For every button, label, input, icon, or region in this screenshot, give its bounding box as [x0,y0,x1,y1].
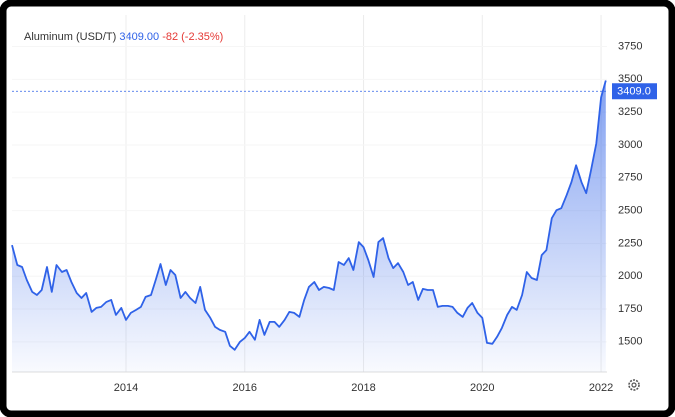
settings-icon[interactable] [628,379,640,391]
y-tick-label: 3250 [618,106,642,118]
header: Aluminum (USD/T) 3409.00 -82 (-2.35%) [24,31,223,43]
price: 3409.00 [119,31,159,43]
y-tick-label: 3750 [618,40,642,52]
y-tick-label: 2000 [618,270,642,282]
x-tick-label: 2018 [351,382,375,394]
chart-title: Aluminum (USD/T) [24,31,116,43]
y-tick-label: 3000 [618,139,642,151]
x-tick-label: 2014 [114,382,138,394]
x-tick-label: 2016 [233,382,257,394]
y-tick-label: 2500 [618,204,642,216]
y-tick-label: 3500 [618,73,642,85]
x-tick-label: 2020 [470,382,494,394]
change: -82 (-2.35%) [162,31,223,43]
x-tick-label: 2022 [589,382,613,394]
price-label-box [612,83,657,100]
y-tick-label: 2250 [618,237,642,249]
area [12,80,606,372]
y-tick-label: 1500 [618,336,642,348]
y-tick-label: 1750 [618,303,642,315]
line [11,80,607,351]
price-label: 3409.0 [617,86,651,98]
y-tick-label: 2750 [618,172,642,184]
